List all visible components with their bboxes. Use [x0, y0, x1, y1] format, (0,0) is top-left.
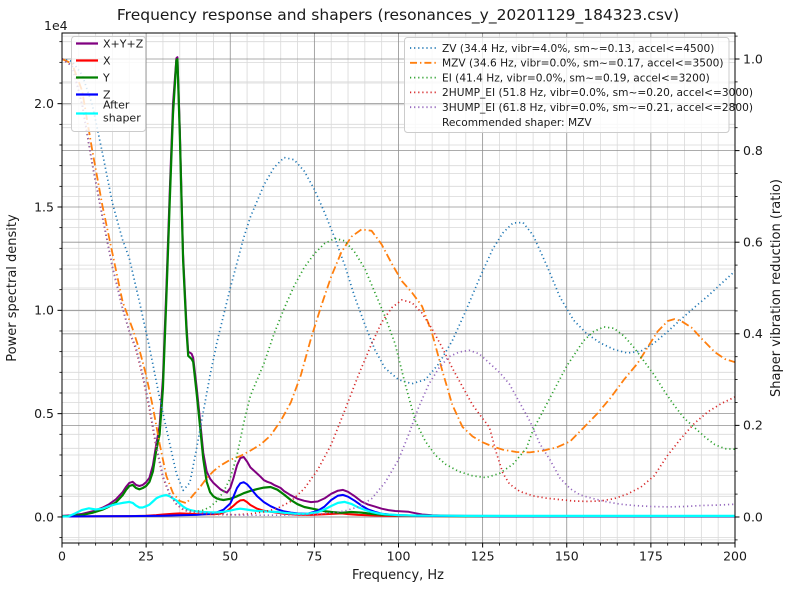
series-curves: [62, 56, 735, 518]
y-right-axis-label: Shaper vibration reduction (ratio): [769, 179, 784, 397]
psd-legend-label: Y: [102, 72, 110, 85]
yright-tick-label: 1.0: [743, 51, 763, 66]
curve-x: [62, 499, 735, 518]
psd-legend-label: X: [103, 55, 111, 68]
x-tick-label: 50: [222, 549, 238, 564]
psd-legend-label: After: [103, 99, 130, 112]
shaper-legend-box: [404, 37, 730, 133]
yright-tick-label: 0.2: [743, 418, 763, 433]
x-tick-label: 0: [58, 549, 66, 564]
yright-tick-label: 0.0: [743, 509, 763, 524]
x-axis-label: Frequency, Hz: [352, 568, 444, 583]
x-tick-label: 200: [723, 549, 747, 564]
shaper-legend-label: 3HUMP_EI (61.8 Hz, vibr=0.0%, sm~=0.21, …: [442, 102, 753, 114]
x-tick-label: 150: [555, 549, 579, 564]
shaper-legend-recommendation: Recommended shaper: MZV: [442, 117, 592, 129]
yright-tick-label: 0.8: [743, 143, 763, 158]
axes: 0 25 50 75 100 125 150 175 200 0.0 0.5 1.0 1.5 2.0 0.0…: [34, 32, 763, 564]
shaper-legend-label: MZV (34.6 Hz, vibr=0.0%, sm~=0.17, accel…: [442, 58, 724, 70]
curve-x-y-z: [62, 56, 735, 518]
yleft-tick-label: 1.5: [34, 199, 54, 214]
shaper-legend-label: EI (41.4 Hz, vibr=0.0%, sm~=0.19, accel<…: [442, 72, 710, 84]
curve-3hump-ei: [62, 58, 735, 517]
psd-legend-label: shaper: [103, 112, 141, 125]
x-tick-label: 100: [387, 549, 411, 564]
psd-legend-label: Z: [103, 89, 111, 102]
x-tick-label: 125: [471, 549, 495, 564]
shaper-legend-label: 2HUMP_EI (51.8 Hz, vibr=0.0%, sm~=0.20, …: [442, 87, 753, 99]
yleft-tick-label: 0.0: [34, 509, 54, 524]
curve-mzv: [62, 58, 735, 505]
chart-title: Frequency response and shapers (resonanc…: [117, 6, 679, 25]
yright-tick-label: 0.4: [743, 326, 763, 341]
y-left-axis-label: Power spectral density: [5, 214, 20, 362]
x-tick-label: 25: [138, 549, 154, 564]
x-tick-label: 75: [306, 549, 322, 564]
curve-zv: [62, 58, 735, 492]
x-tick-label: 175: [639, 549, 663, 564]
shaper-legend-label: ZV (34.4 Hz, vibr=4.0%, sm~=0.13, accel<…: [442, 43, 714, 55]
psd-legend-label: X+Y+Z: [103, 38, 144, 51]
y-left-offset-text: 1e4: [44, 18, 68, 33]
curve-y: [62, 58, 735, 518]
yright-tick-label: 0.6: [743, 235, 763, 250]
curve-after-shaper: [62, 494, 735, 518]
yleft-tick-label: 2.0: [34, 96, 54, 111]
yleft-tick-label: 1.0: [34, 303, 54, 318]
yleft-tick-label: 0.5: [34, 406, 54, 421]
